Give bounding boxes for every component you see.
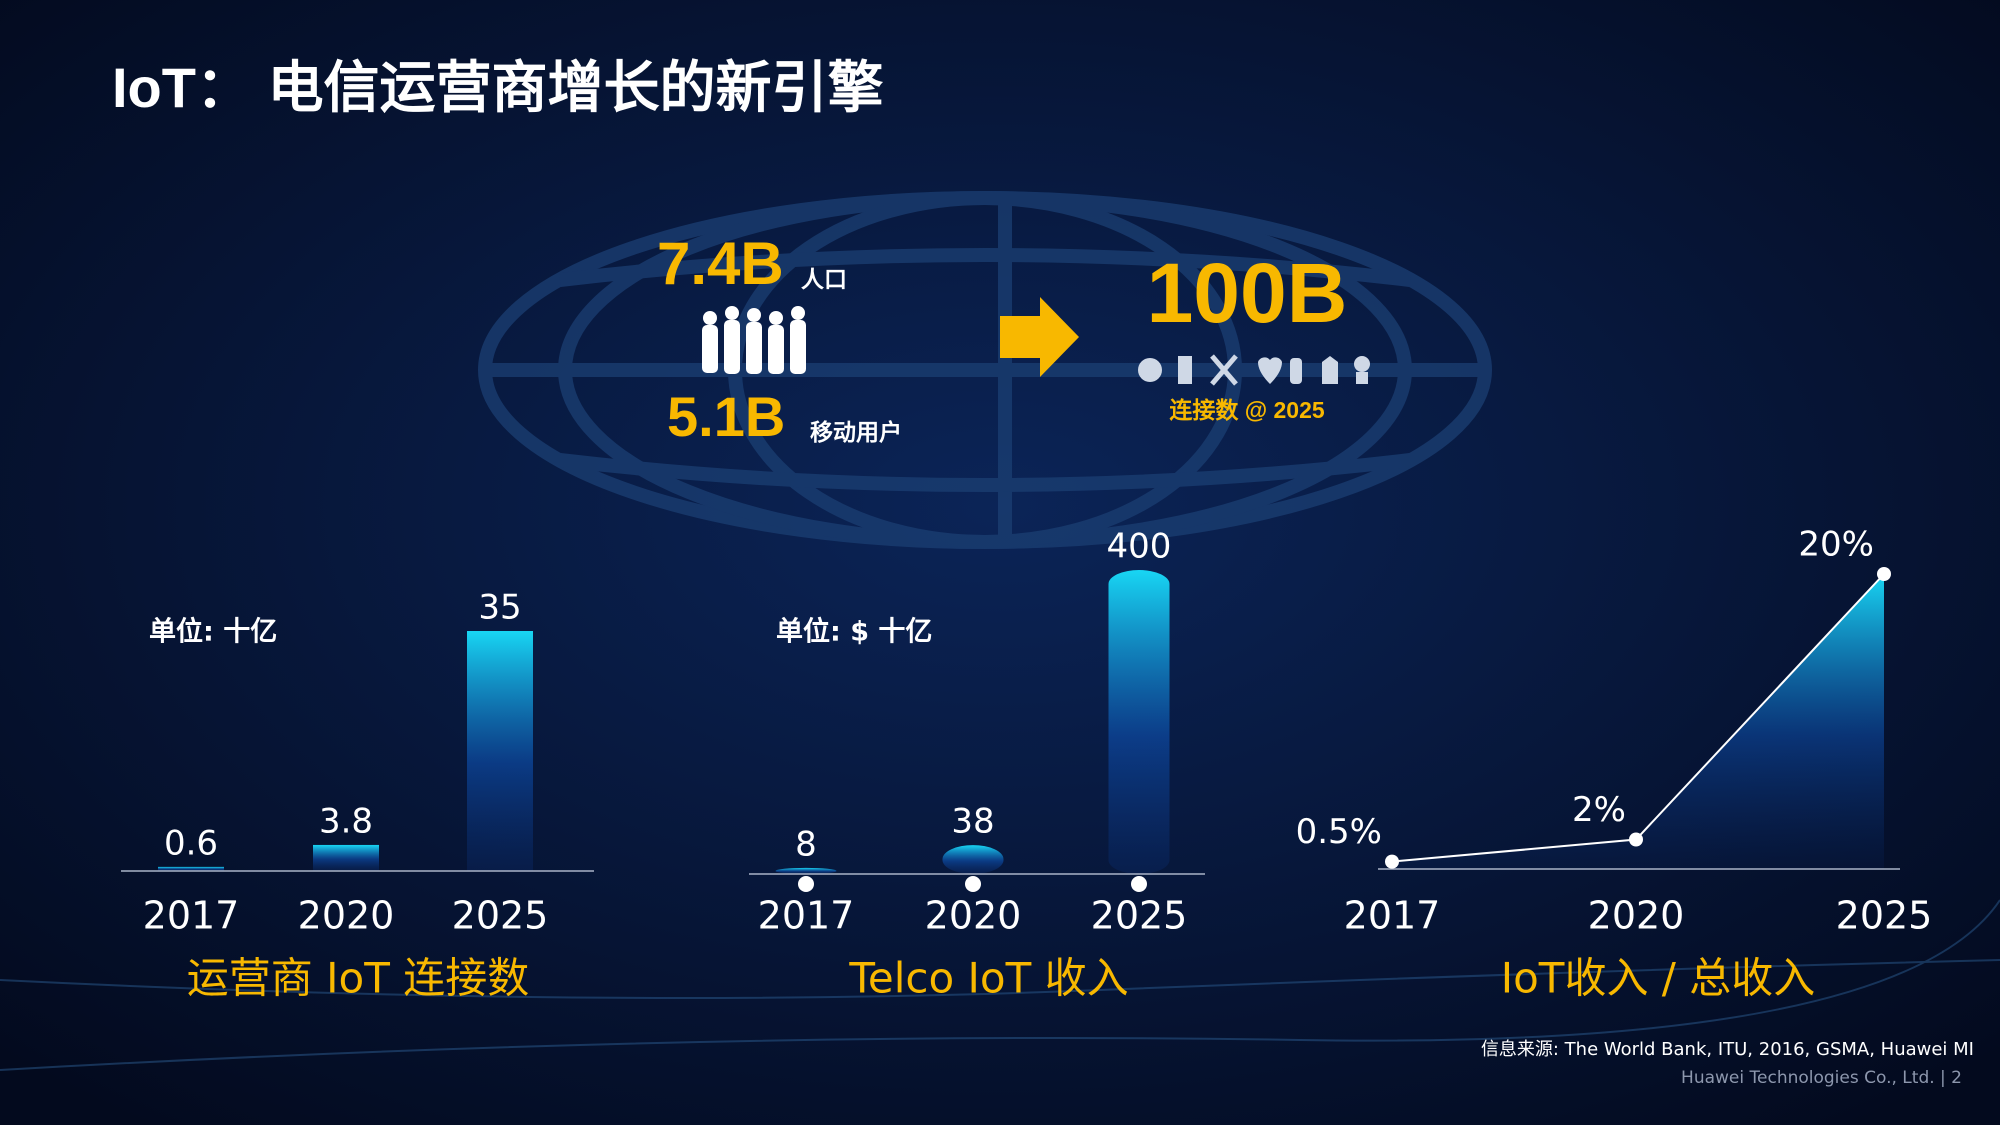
globe <box>478 191 1492 549</box>
x-tick-label: 2020 <box>298 894 395 938</box>
point <box>1877 567 1891 581</box>
chart-title: IoT收入 / 总收入 <box>1501 954 1816 1003</box>
x-tick-label: 2025 <box>1091 894 1188 938</box>
value-label: 400 <box>1107 527 1172 567</box>
x-tick-label: 2025 <box>1836 894 1933 938</box>
bar <box>942 845 1004 874</box>
decor-lines <box>0 899 2000 1071</box>
unit-label: 单位: $ 十亿 <box>776 616 932 648</box>
value-label: 20% <box>1798 525 1874 565</box>
value-label: 0.5% <box>1296 812 1382 852</box>
value-label: 35 <box>478 588 521 628</box>
chart-title: Telco IoT 收入 <box>848 954 1128 1003</box>
x-tick-label: 2020 <box>925 894 1022 938</box>
value-label: 3.8 <box>319 801 373 841</box>
bar <box>313 844 379 871</box>
slide-title: IoT： 电信运营商增长的新引擎 <box>112 56 884 119</box>
population-value: 7.4B <box>657 230 784 297</box>
mobile-value: 5.1B <box>667 385 785 448</box>
unit-label: 单位: 十亿 <box>149 616 277 648</box>
x-tick-label: 2017 <box>1344 894 1441 938</box>
x-tick-label: 2017 <box>758 894 855 938</box>
bar <box>775 867 837 874</box>
mobile-label: 移动用户 <box>810 419 902 445</box>
source-note: 信息来源: The World Bank, ITU, 2016, GSMA, H… <box>1481 1039 1974 1060</box>
value-label: 8 <box>795 824 817 864</box>
connections-label: 连接数 @ 2025 <box>1169 397 1325 423</box>
x-tick-label: 2017 <box>143 894 240 938</box>
bar-dot <box>1131 876 1147 892</box>
bar <box>467 631 533 871</box>
people-icon <box>702 306 806 374</box>
device-icons <box>1138 354 1370 386</box>
bar <box>1108 570 1170 874</box>
footer: Huawei Technologies Co., Ltd. | 2 <box>1681 1068 1962 1088</box>
value-label: 2% <box>1572 790 1626 830</box>
population-label: 人口 <box>801 266 847 292</box>
x-tick-label: 2020 <box>1588 894 1685 938</box>
connections-value: 100B <box>1147 246 1348 340</box>
area <box>1392 574 1884 869</box>
chart-title: 运营商 IoT 连接数 <box>187 954 529 1003</box>
bar-dot <box>798 876 814 892</box>
bar <box>158 866 224 871</box>
arrow <box>1000 297 1079 377</box>
point <box>1629 832 1643 847</box>
value-label: 38 <box>951 802 994 842</box>
point <box>1385 854 1399 869</box>
bar-dot <box>965 876 981 892</box>
value-label: 0.6 <box>164 823 218 863</box>
x-tick-label: 2025 <box>452 894 549 938</box>
